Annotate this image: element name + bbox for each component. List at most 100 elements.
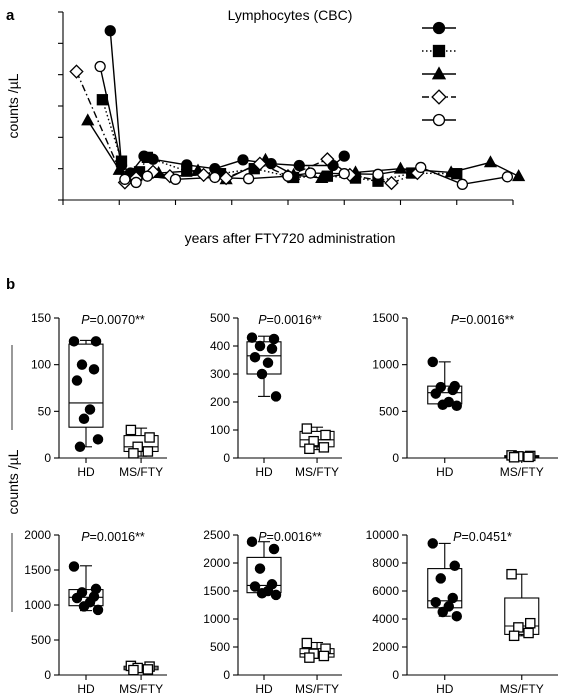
data-point <box>525 617 536 629</box>
legend-marker-n8 <box>432 113 446 127</box>
p-label: P <box>258 530 267 544</box>
data-point <box>90 336 102 347</box>
boxplot-y-tick-label: 500 <box>31 633 51 647</box>
boxplot-y-tick-label: 300 <box>210 367 230 381</box>
boxplot-y-tick-label: 2000 <box>372 640 399 654</box>
boxplot-y-tick-label: 0 <box>223 668 230 682</box>
series-point-n8 <box>209 171 221 184</box>
series-point-n8 <box>372 168 384 180</box>
series-point-n8 <box>304 167 317 179</box>
data-point <box>301 423 313 434</box>
boxplot-chart-3: P=0.0016** 0 500 1000 1500 HD MS/FTY <box>372 311 558 479</box>
data-point <box>304 652 315 663</box>
data-point <box>270 391 282 402</box>
boxplot-category-label: MS/FTY <box>295 465 339 479</box>
legend-marker-n3 <box>432 44 446 58</box>
panel-label-a: a <box>6 7 15 24</box>
data-point <box>254 563 266 574</box>
data-point <box>78 601 90 612</box>
data-point <box>451 400 462 411</box>
boxplot-y-tick-label: 0 <box>44 451 51 465</box>
data-point <box>304 443 315 455</box>
p-value-text: =0.0451* <box>461 530 512 544</box>
boxplot-y-tick-label: 2000 <box>24 528 51 542</box>
p-value-text: =0.0016** <box>459 313 514 327</box>
series-point-n8 <box>456 178 469 190</box>
data-point <box>508 630 520 642</box>
boxplot-category-label: MS/FTY <box>500 682 544 696</box>
data-point <box>125 424 137 436</box>
series-point-n8 <box>130 176 142 189</box>
boxplot-category-label: MS/FTY <box>119 465 163 479</box>
data-point <box>142 664 154 675</box>
series-point-n8 <box>94 60 106 73</box>
data-point <box>249 581 261 592</box>
boxplot-p-value: P=0.0016** <box>81 530 145 544</box>
series-point-n4 <box>81 113 95 126</box>
series-point-n8 <box>169 173 182 185</box>
boxplot-chart-1: P=0.0070** 0 50 100 150 HD MS/FTY <box>31 311 167 479</box>
boxplot-category-label: MS/FTY <box>119 682 163 696</box>
series-point-n8 <box>242 173 255 185</box>
series-point-n8 <box>282 170 294 182</box>
data-point <box>449 560 460 572</box>
boxplot-category-label: HD <box>436 682 454 696</box>
series-point-n6 <box>252 156 268 171</box>
p-value-text: =0.0016** <box>267 313 322 327</box>
boxplot-y-tick-label: 8000 <box>372 556 399 570</box>
data-point <box>270 589 282 601</box>
data-point <box>427 538 438 549</box>
boxplot-y-tick-label: 1000 <box>24 598 51 612</box>
series-point-n6 <box>218 170 234 186</box>
data-point <box>144 432 155 443</box>
data-point <box>249 351 261 363</box>
series-point-n6 <box>69 64 84 79</box>
data-point <box>301 637 313 649</box>
data-point <box>78 413 90 425</box>
data-point <box>523 627 534 639</box>
boxplot-y-tick-label: 100 <box>210 423 230 437</box>
data-point <box>437 399 448 411</box>
panel-b-ylabel: counts /µL <box>5 449 21 514</box>
box-group-hd <box>427 356 463 411</box>
data-point <box>268 543 280 555</box>
data-point <box>68 561 80 572</box>
box-group-ms-fty <box>299 637 335 663</box>
boxplot-p-value: P=0.0451* <box>453 530 512 544</box>
data-point <box>84 404 96 415</box>
panel-a-ylabel: counts /µL <box>5 73 21 138</box>
boxplot-category-label: HD <box>255 682 273 696</box>
data-point <box>451 610 462 622</box>
series-point-n2 <box>237 154 249 166</box>
series-point-n4 <box>483 155 498 168</box>
boxplot-category-label: MS/FTY <box>295 682 339 696</box>
panel-a-xlabel: years after FTY720 administration <box>185 230 396 246</box>
box-group-ms-fty <box>504 450 540 463</box>
boxplot-y-tick-label: 500 <box>210 311 230 325</box>
data-point <box>318 442 330 453</box>
series-point-n6 <box>384 175 399 191</box>
p-value-text: =0.0016** <box>267 530 322 544</box>
boxplot-y-tick-label: 1500 <box>203 584 230 598</box>
boxplot-category-label: MS/FTY <box>500 465 544 479</box>
data-point <box>128 664 139 676</box>
box-group-ms-fty <box>123 424 159 459</box>
data-point <box>92 434 104 445</box>
box-group-ms-fty <box>123 660 159 676</box>
series-point-n6 <box>196 167 211 183</box>
data-point <box>128 448 139 459</box>
series-line-n6 <box>75 71 418 184</box>
data-point <box>262 357 274 369</box>
series-point-n3 <box>141 151 154 164</box>
panel-a-title: Lymphocytes (CBC) <box>228 7 353 23</box>
boxplot-y-tick-label: 400 <box>210 339 230 353</box>
series-point-n2 <box>338 150 350 162</box>
data-point <box>142 446 154 457</box>
legend-marker-n2 <box>432 21 446 35</box>
boxplot-y-tick-label: 150 <box>31 311 51 325</box>
boxplot-y-tick-label: 2500 <box>203 528 230 542</box>
boxplot-y-tick-label: 0 <box>392 451 399 465</box>
data-point <box>447 592 458 604</box>
box-group-hd <box>246 536 282 601</box>
